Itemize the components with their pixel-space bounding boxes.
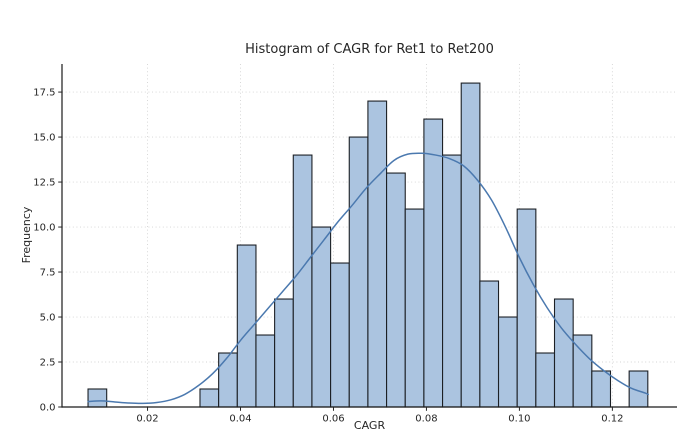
tick-labels: 0.02 0.04 0.06 0.08 0.10 0.12 0.0 2.5 5.0 7.5 10.0…: [33, 88, 623, 425]
histogram-bar: [516, 208, 537, 408]
histogram-bar: [497, 316, 518, 408]
y-tick-label: 12.5: [33, 178, 55, 189]
histogram-bar: [274, 298, 294, 408]
y-tick-label: 17.5: [33, 88, 55, 99]
histogram-bar: [218, 352, 238, 408]
histogram-bar: [423, 118, 444, 408]
bars-group: [87, 82, 649, 408]
histogram-bar: [87, 388, 108, 408]
histogram-bar: [553, 298, 574, 408]
histogram-bar: [591, 370, 612, 408]
axes: [61, 64, 677, 408]
x-tick-label: 0.04: [229, 414, 251, 425]
histogram-bar: [535, 352, 556, 408]
kde-group: [87, 152, 649, 405]
histogram-bar: [311, 226, 332, 408]
x-tick-label: 0.08: [415, 414, 437, 425]
y-tick-label: 2.5: [40, 358, 56, 369]
histogram-bar: [404, 208, 425, 408]
y-tick-label: 5.0: [40, 313, 56, 324]
y-tick-label: 10.0: [33, 223, 55, 234]
histogram-bar: [199, 388, 220, 408]
histogram-bar: [367, 100, 388, 408]
kde-curve: [87, 152, 649, 405]
histogram-bar: [330, 262, 350, 408]
x-axis-label: CAGR: [353, 419, 386, 432]
histogram-bar: [479, 280, 500, 408]
histogram-bar: [460, 82, 481, 408]
histogram-bar: [386, 172, 406, 408]
histogram-bar: [292, 154, 313, 408]
x-tick-label: 0.06: [322, 414, 344, 425]
y-tick-label: 15.0: [33, 133, 55, 144]
chart-title: Histogram of CAGR for Ret1 to Ret200: [245, 42, 494, 57]
y-tick-label: 0.0: [40, 403, 56, 414]
y-tick-label: 7.5: [40, 268, 56, 279]
histogram-bar: [442, 154, 462, 408]
histogram-bar: [255, 334, 276, 408]
x-tick-label: 0.10: [508, 414, 530, 425]
x-tick-label: 0.12: [601, 414, 623, 425]
x-tick-label: 0.02: [136, 414, 158, 425]
histogram-bar: [348, 136, 369, 408]
